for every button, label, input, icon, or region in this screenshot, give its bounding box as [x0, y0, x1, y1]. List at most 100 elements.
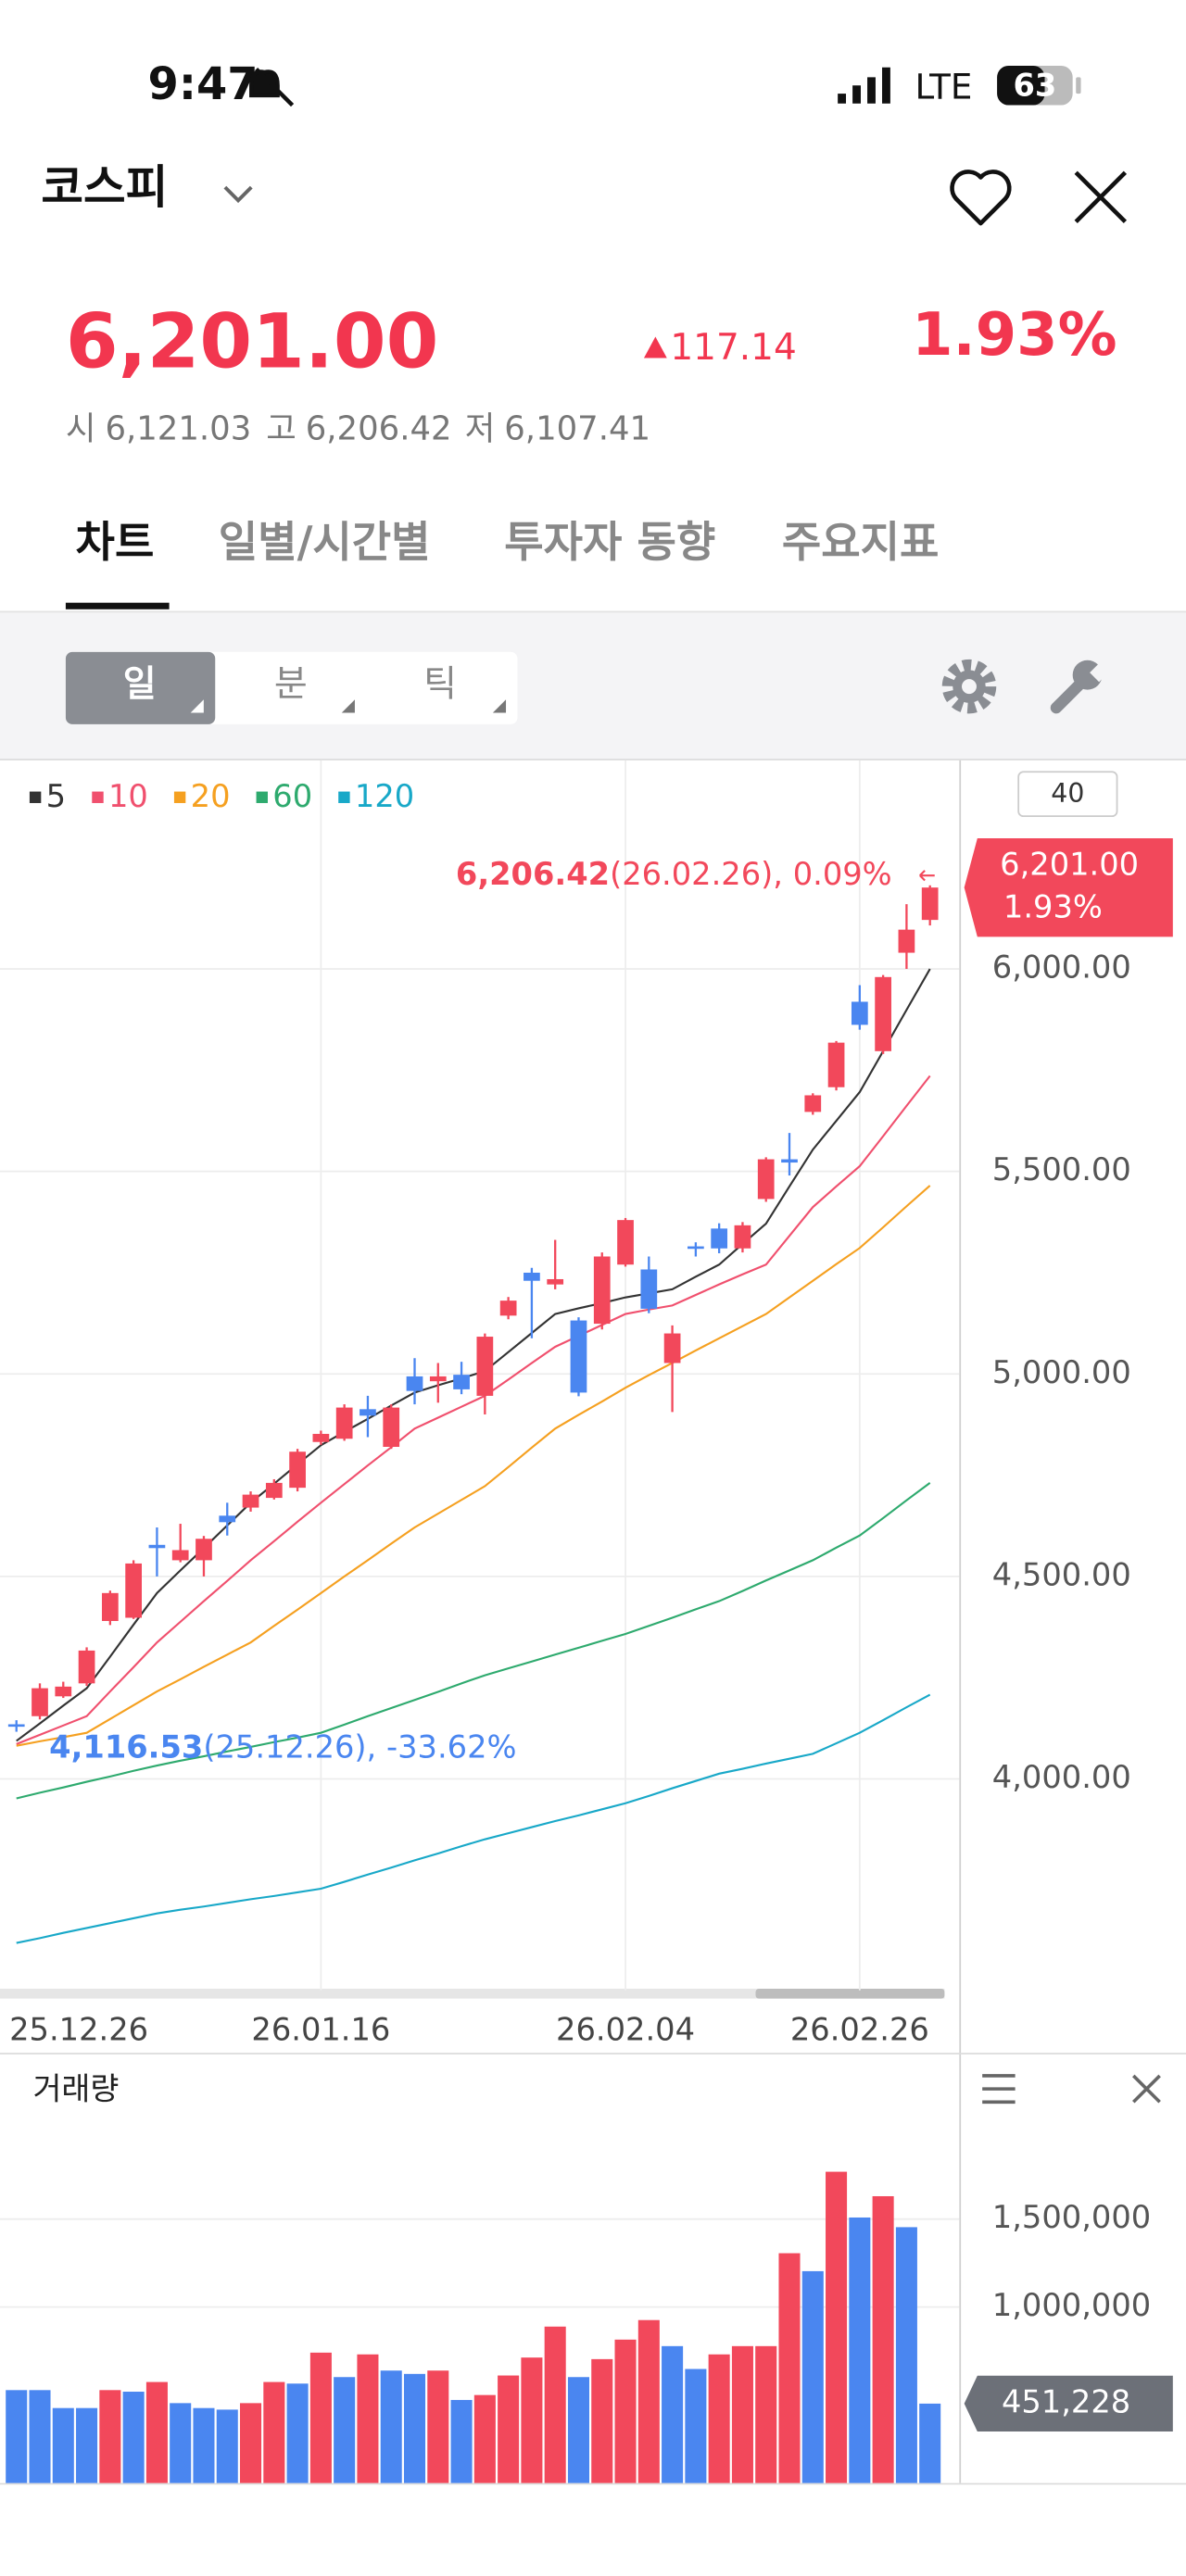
volume-bar	[76, 2407, 98, 2483]
y-tick-label: 1,500,000	[992, 2199, 1151, 2235]
candle-body	[757, 1159, 775, 1200]
candle-body	[570, 1320, 587, 1393]
tab[interactable]: 차트	[76, 517, 155, 567]
candle-body	[804, 1095, 822, 1112]
high-label: 고	[266, 410, 296, 448]
volume-menu-button[interactable]	[982, 2074, 1016, 2105]
volume-bar	[473, 2394, 496, 2483]
zoom-count[interactable]: 40	[1051, 778, 1084, 809]
volume-bar	[637, 2319, 660, 2483]
candle-body	[171, 1550, 189, 1561]
volume-bar	[778, 2253, 801, 2483]
ma-line	[16, 968, 931, 1742]
period-button-active[interactable]	[65, 651, 216, 724]
zoom-box[interactable]	[1017, 771, 1118, 818]
volume-value-box	[964, 2375, 1173, 2432]
volume-bar	[263, 2381, 285, 2483]
candle-body	[101, 1592, 119, 1621]
candle-body	[875, 976, 891, 1051]
tab[interactable]: 일별/시간별	[219, 517, 431, 567]
candle-body	[851, 1001, 868, 1025]
open-label: 시	[66, 410, 96, 448]
close-button[interactable]	[1074, 170, 1128, 224]
x-tick-label: 26.02.26	[790, 2012, 929, 2048]
candle-body	[688, 1246, 704, 1250]
period-button[interactable]: 분	[274, 664, 308, 706]
candle-body	[55, 1686, 72, 1697]
y-tick-label: 1,000,000	[992, 2287, 1151, 2323]
scrollbar[interactable]	[0, 1988, 945, 1999]
candle-body	[524, 1272, 540, 1281]
volume-bar	[544, 2326, 566, 2483]
volume-bar	[919, 2403, 941, 2483]
price: 6,201.00	[66, 298, 438, 386]
candle-body	[499, 1301, 517, 1316]
low-annotation-value: 4,116.53	[49, 1728, 203, 1765]
candle-body	[312, 1433, 330, 1442]
legend-label: 10	[108, 778, 148, 814]
candle-body	[242, 1494, 259, 1508]
candle-body	[921, 887, 939, 921]
volume-bar	[427, 2370, 449, 2483]
open-value: 6,121.03	[105, 410, 251, 448]
scroll-thumb[interactable]	[755, 1988, 945, 1999]
volume-bar	[357, 2354, 379, 2483]
ma-line	[16, 1693, 931, 1944]
period-button[interactable]: 틱	[423, 664, 457, 706]
candle-body	[663, 1333, 681, 1363]
battery-text: 63	[1013, 68, 1056, 104]
x-tick-label: 25.12.26	[9, 2012, 148, 2048]
last-price-box	[964, 837, 1173, 937]
volume-close-button[interactable]	[1132, 2074, 1161, 2104]
high-annotation-detail: (26.02.26), 0.09%	[610, 856, 892, 892]
low-value: 6,107.41	[504, 410, 650, 448]
y-tick-label: 4,500.00	[992, 1556, 1131, 1592]
candle-body	[734, 1225, 751, 1249]
up-arrow-icon	[643, 336, 667, 358]
volume-bar	[380, 2370, 402, 2483]
candle-body	[148, 1544, 166, 1549]
y-tick-label: 6,000.00	[992, 949, 1131, 986]
candle-body	[7, 1724, 25, 1728]
candle-body	[406, 1376, 423, 1391]
dropdown-chevron[interactable]	[223, 185, 253, 204]
ohlc-row: 시 6,121.03 고 6,206.42 저 6,107.41	[66, 410, 650, 448]
battery-tip	[1076, 77, 1081, 94]
high-annotation-arrow	[919, 870, 935, 882]
volume-bar	[567, 2377, 589, 2483]
tab[interactable]: 투자자 동향	[504, 517, 715, 567]
last-price-change: 1.93%	[1003, 889, 1103, 925]
legend-label: 5	[46, 778, 66, 814]
volume-bar	[521, 2357, 543, 2483]
candle-body	[617, 1220, 634, 1265]
price-change: 117.14	[670, 327, 796, 369]
volume-bar	[591, 2358, 613, 2483]
volume-bar	[403, 2373, 426, 2483]
volume-bar	[662, 2345, 684, 2483]
volume-bar	[801, 2270, 824, 2483]
volume-bar	[145, 2381, 168, 2483]
tab[interactable]: 주요지표	[782, 517, 940, 567]
signal-icon	[838, 67, 890, 104]
volume-bar	[731, 2345, 753, 2483]
settings-button[interactable]	[941, 659, 997, 714]
price-change-pct: 1.93%	[912, 301, 1117, 370]
candle-body	[383, 1407, 400, 1447]
legend-swatch	[92, 791, 104, 803]
low-label: 저	[465, 410, 496, 448]
volume-bar	[52, 2407, 74, 2483]
candle-body	[429, 1376, 447, 1382]
tools-button[interactable]	[1050, 660, 1111, 714]
candle-body	[781, 1159, 798, 1163]
candle-body	[219, 1515, 236, 1523]
page-title[interactable]: 코스피	[41, 160, 168, 214]
volume-bar	[6, 2390, 28, 2483]
volume-bar	[334, 2377, 356, 2483]
volume-bar	[450, 2399, 473, 2483]
period-corner	[190, 699, 204, 713]
favorite-button[interactable]	[950, 170, 1012, 226]
volume-bar	[309, 2352, 332, 2483]
volume-bar	[193, 2407, 215, 2483]
period-button[interactable]: 일	[123, 664, 157, 706]
